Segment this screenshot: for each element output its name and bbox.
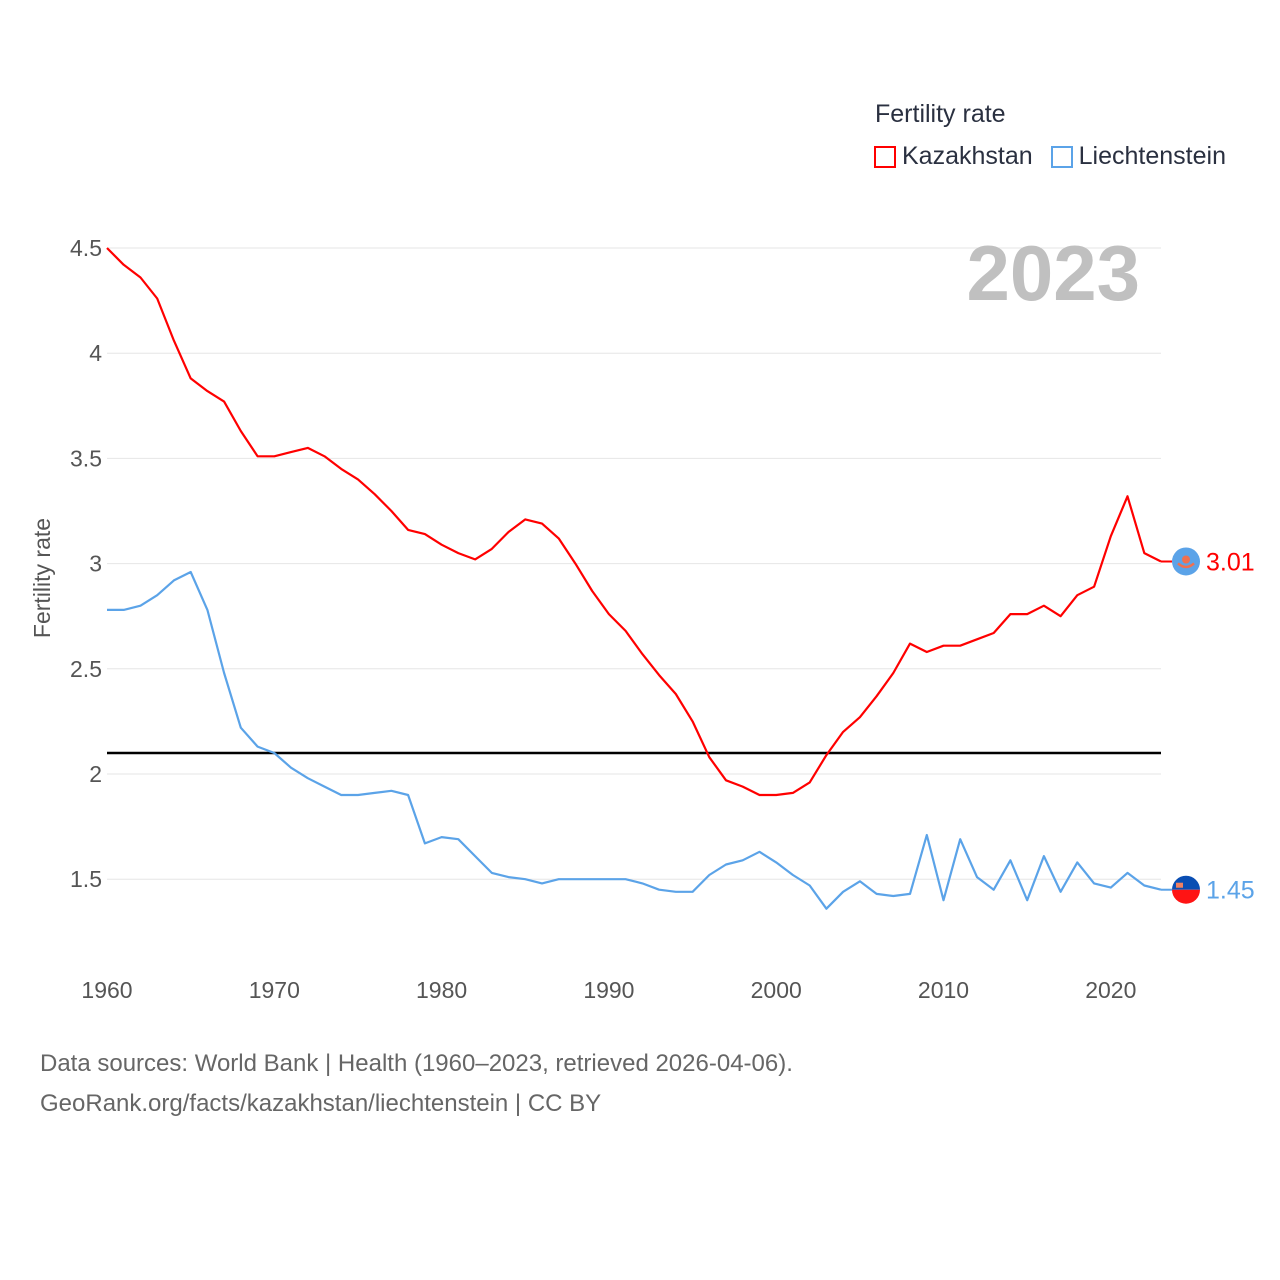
legend-item-liechtenstein[interactable]: Liechtenstein — [1050, 142, 1226, 171]
data-sources: Data sources: World Bank | Health (1960–… — [40, 1050, 793, 1077]
flag-eagle-icon — [1177, 562, 1195, 569]
x-tick-label: 1990 — [583, 977, 634, 1003]
x-tick-label: 2020 — [1085, 977, 1136, 1003]
flag-crown-icon — [1176, 882, 1183, 888]
y-tick-label: 4 — [89, 340, 102, 366]
flag-sun-icon — [1182, 555, 1190, 564]
series-line-liechtenstein — [107, 570, 1162, 910]
attribution: GeoRank.org/facts/kazakhstan/liechtenste… — [40, 1090, 602, 1117]
y-axis-label: Fertility rate — [29, 518, 55, 638]
series-line-kazakhstan — [106, 247, 1162, 797]
x-tick-label: 1960 — [81, 977, 132, 1003]
legend-swatch-kazakhstan — [874, 145, 896, 168]
legend-label: Liechtenstein — [1078, 142, 1226, 170]
end-value-label: 1.45 — [1206, 877, 1255, 905]
y-tick-label: 3 — [89, 551, 102, 577]
x-tick-label: 1980 — [416, 977, 467, 1003]
x-tick-label: 2010 — [918, 977, 969, 1003]
legend-label: Kazakhstan — [902, 142, 1033, 170]
footer: Data sources: World Bank | Health (1960–… — [40, 1044, 793, 1124]
y-tick-label: 2 — [89, 761, 102, 787]
legend-item-kazakhstan[interactable]: Kazakhstan — [874, 142, 1033, 171]
y-tick-label: 3.5 — [70, 445, 102, 471]
legend-title: Fertility rate — [875, 100, 1006, 128]
legend: Kazakhstan Liechtenstein — [874, 142, 1226, 171]
y-tick-label: 1.5 — [70, 866, 102, 892]
y-tick-label: 4.5 — [70, 235, 102, 261]
liechtenstein-flag-bottom-icon — [1172, 889, 1200, 904]
end-value-label: 3.01 — [1206, 548, 1255, 576]
legend-swatch-liechtenstein — [1050, 145, 1073, 168]
x-tick-label: 1970 — [249, 977, 300, 1003]
y-tick-label: 2.5 — [70, 656, 102, 682]
year-label: 2023 — [966, 229, 1140, 317]
x-tick-label: 2000 — [751, 977, 802, 1003]
